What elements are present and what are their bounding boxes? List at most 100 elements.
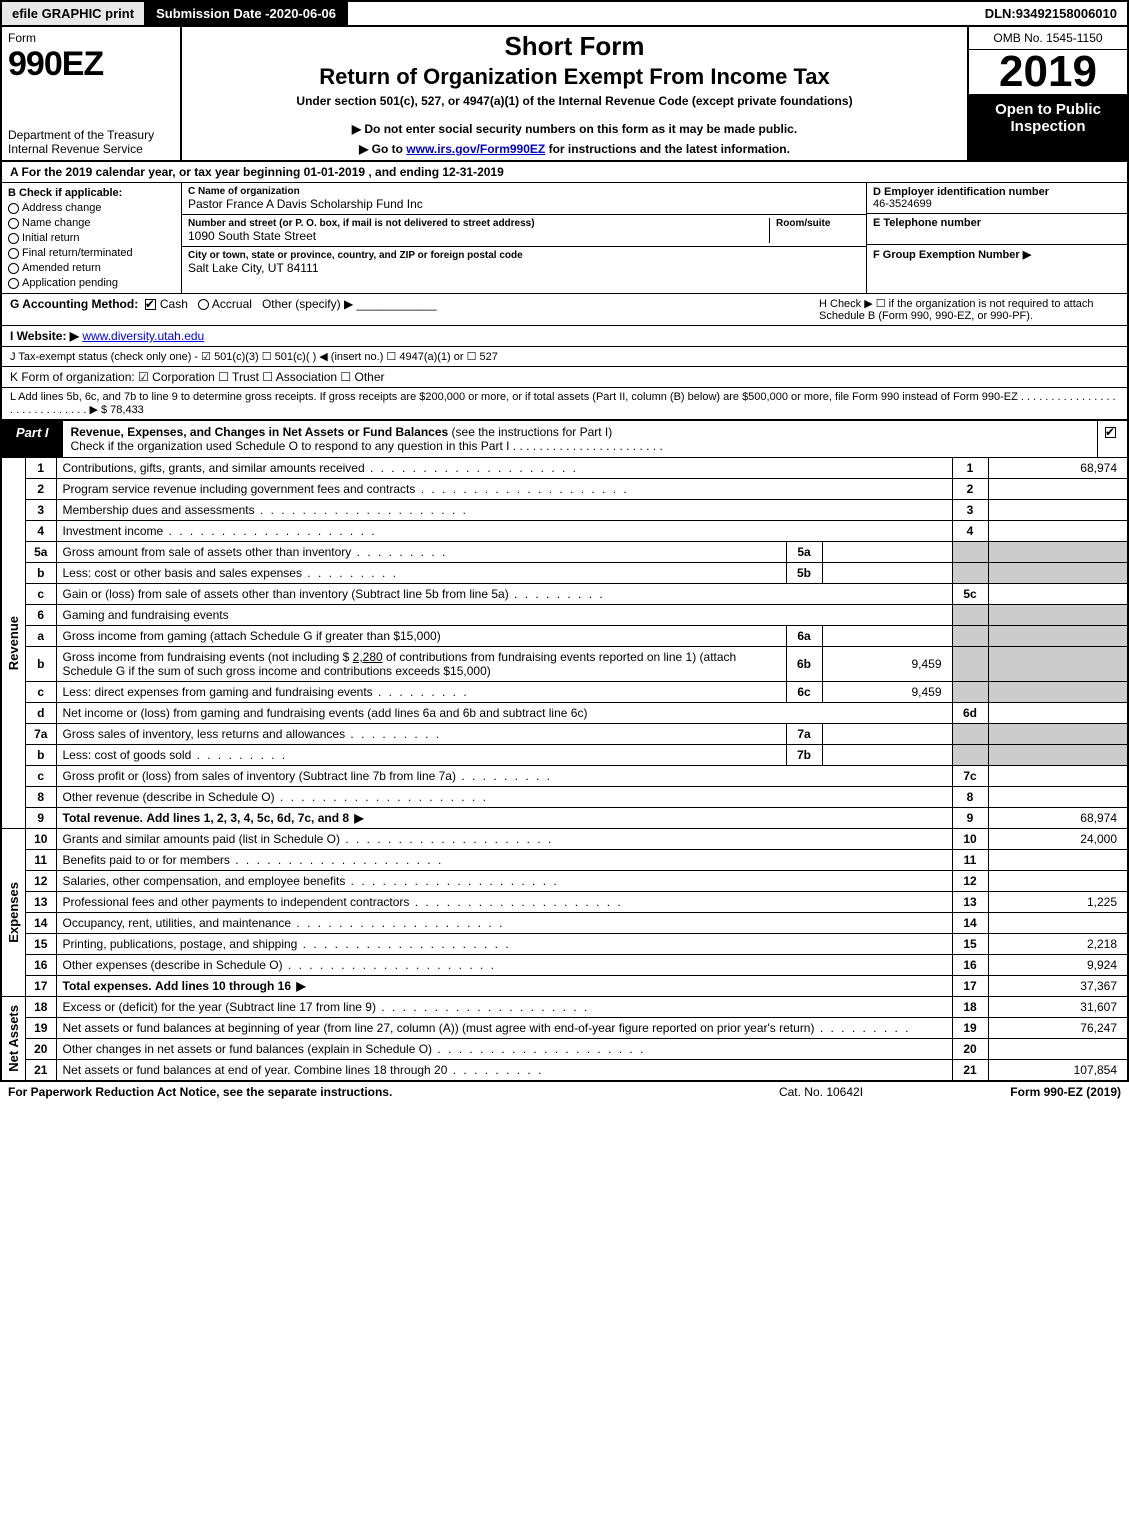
row-k: K Form of organization: ☑ Corporation ☐ … — [0, 367, 1129, 388]
line-1: 1 Contributions, gifts, grants, and simi… — [26, 458, 1128, 479]
page-footer: For Paperwork Reduction Act Notice, see … — [0, 1082, 1129, 1102]
org-name-row: C Name of organization Pastor France A D… — [182, 183, 866, 215]
part-1-sub: (see the instructions for Part I) — [452, 425, 613, 439]
dept-irs: Internal Revenue Service — [8, 142, 174, 156]
ein-label: D Employer identification number — [873, 186, 1121, 198]
line-14: 14 Occupancy, rent, utilities, and maint… — [26, 913, 1128, 934]
row-g: G Accounting Method: Cash Accrual Other … — [10, 297, 819, 322]
city-row: City or town, state or province, country… — [182, 247, 866, 278]
goto-pre: ▶ Go to — [359, 142, 406, 156]
cat-number: Cat. No. 10642I — [721, 1085, 921, 1099]
line-9: 9 Total revenue. Add lines 1, 2, 3, 4, 5… — [26, 808, 1128, 829]
line-11: 11 Benefits paid to or for members 11 — [26, 850, 1128, 871]
g-label: G Accounting Method: — [10, 297, 138, 311]
top-bar: efile GRAPHIC print Submission Date - 20… — [0, 0, 1129, 27]
chk-application-pending[interactable]: Application pending — [8, 277, 175, 289]
line-5a: 5a Gross amount from sale of assets othe… — [26, 542, 1128, 563]
submission-date-label: Submission Date - — [156, 6, 269, 21]
room-label: Room/suite — [776, 218, 860, 229]
info-grid: B Check if applicable: Address change Na… — [0, 183, 1129, 294]
header-left: Form 990EZ Department of the Treasury In… — [2, 27, 182, 160]
line-7a: 7a Gross sales of inventory, less return… — [26, 724, 1128, 745]
short-form-title: Short Form — [190, 31, 959, 62]
submission-date-value: 2020-06-06 — [270, 6, 337, 21]
line-18: 18 Excess or (deficit) for the year (Sub… — [26, 997, 1128, 1018]
form-ref: Form 990-EZ (2019) — [921, 1085, 1121, 1099]
open-inspection: Open to Public Inspection — [969, 95, 1127, 160]
line-2: 2 Program service revenue including gove… — [26, 479, 1128, 500]
box-b: B Check if applicable: Address change Na… — [2, 183, 182, 293]
line-6d: d Net income or (loss) from gaming and f… — [26, 703, 1128, 724]
ein-row: D Employer identification number 46-3524… — [867, 183, 1127, 214]
line-13: 13 Professional fees and other payments … — [26, 892, 1128, 913]
form-number: 990EZ — [8, 45, 174, 84]
line-7c: c Gross profit or (loss) from sales of i… — [26, 766, 1128, 787]
group-exemption-row: F Group Exemption Number ▶ — [867, 245, 1127, 293]
line-5c: c Gain or (loss) from sale of assets oth… — [26, 584, 1128, 605]
submission-date-button[interactable]: Submission Date - 2020-06-06 — [146, 2, 348, 25]
line-6: 6 Gaming and fundraising events — [26, 605, 1128, 626]
chk-address-change[interactable]: Address change — [8, 202, 175, 214]
part-1-tab: Part I — [2, 421, 63, 457]
address-label: Number and street (or P. O. box, if mail… — [188, 218, 763, 229]
row-h: H Check ▶ ☐ if the organization is not r… — [819, 297, 1119, 322]
chk-cash[interactable] — [145, 299, 156, 310]
row-j: J Tax-exempt status (check only one) - ☑… — [0, 347, 1129, 367]
expenses-table: 10 Grants and similar amounts paid (list… — [26, 829, 1129, 997]
revenue-table: 1 Contributions, gifts, grants, and simi… — [26, 458, 1129, 829]
city: Salt Lake City, UT 84111 — [188, 261, 860, 275]
address-row: Number and street (or P. O. box, if mail… — [182, 215, 866, 247]
topbar-spacer — [348, 2, 975, 25]
efile-print-button[interactable]: efile GRAPHIC print — [2, 2, 146, 25]
line-21: 21 Net assets or fund balances at end of… — [26, 1060, 1128, 1082]
org-name-label: C Name of organization — [188, 186, 860, 197]
goto-note: ▶ Go to www.irs.gov/Form990EZ for instru… — [190, 142, 959, 156]
row-g-h: G Accounting Method: Cash Accrual Other … — [0, 294, 1129, 326]
header-right: OMB No. 1545-1150 2019 Open to Public In… — [967, 27, 1127, 160]
dept-treasury: Department of the Treasury — [8, 128, 174, 142]
group-exemption-label: F Group Exemption Number ▶ — [873, 248, 1121, 261]
tax-year: 2019 — [969, 50, 1127, 95]
goto-post: for instructions and the latest informat… — [549, 142, 790, 156]
part-1-title: Revenue, Expenses, and Changes in Net As… — [71, 425, 449, 439]
part-1-checkbox[interactable] — [1097, 421, 1127, 457]
line-6a: a Gross income from gaming (attach Sched… — [26, 626, 1128, 647]
city-label: City or town, state or province, country… — [188, 250, 860, 261]
dln-block: DLN: 93492158006010 — [975, 2, 1127, 25]
part-1-header: Part I Revenue, Expenses, and Changes in… — [0, 421, 1129, 458]
chk-final-return[interactable]: Final return/terminated — [8, 247, 175, 259]
website-link[interactable]: www.diversity.utah.edu — [82, 329, 204, 343]
line-3: 3 Membership dues and assessments 3 — [26, 500, 1128, 521]
row-l-text: L Add lines 5b, 6c, and 7b to line 9 to … — [10, 391, 1116, 416]
line-15: 15 Printing, publications, postage, and … — [26, 934, 1128, 955]
chk-initial-return[interactable]: Initial return — [8, 232, 175, 244]
line-20: 20 Other changes in net assets or fund b… — [26, 1039, 1128, 1060]
chk-amended-return[interactable]: Amended return — [8, 262, 175, 274]
line-5b: b Less: cost or other basis and sales ex… — [26, 563, 1128, 584]
form-header: Form 990EZ Department of the Treasury In… — [0, 27, 1129, 162]
box-b-header: B Check if applicable: — [8, 187, 175, 199]
ein-value: 46-3524699 — [873, 198, 1121, 210]
line-6b-amount: 2,280 — [353, 650, 383, 664]
expenses-side-label: Expenses — [2, 829, 26, 997]
row-a-tax-year: A For the 2019 calendar year, or tax yea… — [0, 162, 1129, 183]
box-c: C Name of organization Pastor France A D… — [182, 183, 867, 293]
row-l-value: 78,433 — [110, 404, 144, 416]
chk-name-change[interactable]: Name change — [8, 217, 175, 229]
expenses-section: Expenses 10 Grants and similar amounts p… — [0, 829, 1129, 997]
ssn-warning: ▶ Do not enter social security numbers o… — [190, 122, 959, 136]
chk-accrual[interactable] — [198, 299, 209, 310]
net-assets-section: Net Assets 18 Excess or (deficit) for th… — [0, 997, 1129, 1082]
line-6b: b Gross income from fundraising events (… — [26, 647, 1128, 682]
instructions-link[interactable]: www.irs.gov/Form990EZ — [406, 142, 545, 156]
box-def: D Employer identification number 46-3524… — [867, 183, 1127, 293]
revenue-section: Revenue 1 Contributions, gifts, grants, … — [0, 458, 1129, 829]
header-center: Short Form Return of Organization Exempt… — [182, 27, 967, 160]
revenue-side-label: Revenue — [2, 458, 26, 829]
line-19: 19 Net assets or fund balances at beginn… — [26, 1018, 1128, 1039]
telephone-row: E Telephone number — [867, 214, 1127, 245]
line-17: 17 Total expenses. Add lines 10 through … — [26, 976, 1128, 997]
part-1-checkline: Check if the organization used Schedule … — [71, 439, 663, 453]
line-12: 12 Salaries, other compensation, and emp… — [26, 871, 1128, 892]
row-i: I Website: ▶ www.diversity.utah.edu — [0, 326, 1129, 347]
